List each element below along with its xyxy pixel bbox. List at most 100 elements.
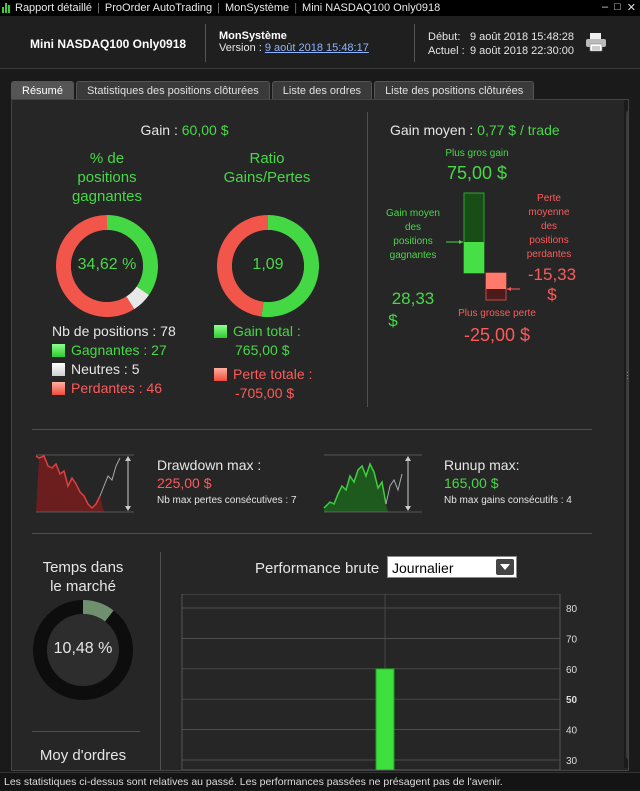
vertical-scrollbar[interactable] [624, 100, 628, 768]
avg-win-label-1: Gain moyen [386, 208, 440, 219]
avg-loss-label: Perte moyenne des positions perdantes [519, 192, 579, 262]
avg-win-value: 28,33 $ [378, 288, 448, 332]
start-label: Début: [428, 31, 461, 43]
runup-value: 165,00 $ [444, 475, 499, 491]
y-tick-label: 60 [566, 665, 578, 676]
win-pct-title-1: % de [89, 150, 125, 167]
summary-panel: Gain : 60,00 $ % de positions gagnantes … [11, 99, 629, 771]
avg-gain-label: Gain moyen : [390, 122, 474, 138]
avg-win-label-2: des [404, 222, 422, 233]
y-tick-label: 30 [566, 756, 578, 767]
avg-win-label-3: positions [393, 236, 433, 247]
title-rapport: Rapport détaillé [15, 2, 93, 14]
perf-period-select[interactable]: Journalier [387, 556, 517, 578]
avg-win-value-2: $ [388, 311, 398, 330]
runup-sub: Nb max gains consécutifs : 4 [444, 495, 572, 506]
biggest-loss-label: Plus grosse perte [458, 308, 536, 319]
moy-ordres-label: Moy d'ordres [39, 747, 127, 764]
loss-slice [56, 215, 135, 317]
gain-value: 60,00 $ [181, 122, 229, 138]
avg-win-label-4: gagnantes [389, 250, 437, 261]
tab-closed-stats[interactable]: Statistiques des positions clôturées [75, 81, 270, 100]
avg-loss-value-1: -15,33 [527, 265, 577, 284]
ratio-value: 1,09 [252, 256, 284, 273]
gagnantes-count: Gagnantes : 27 [71, 342, 167, 358]
y-tick-label: 40 [566, 726, 578, 737]
maximize-icon[interactable]: □ [614, 1, 621, 13]
performance-chart: 80 70 60 50 40 30 [181, 594, 578, 770]
runup-label: Runup max: [444, 457, 520, 473]
avg-gain-value: 0,77 $ / trade [477, 122, 560, 138]
avg-loss-label-1: Perte [537, 193, 561, 204]
time-title-2: le marché [50, 578, 116, 595]
tab-resume[interactable]: Résumé [11, 81, 74, 100]
gain-total-label: Gain total : [233, 323, 301, 339]
avg-gain-bars [446, 192, 520, 301]
y-tick-label: 50 [566, 695, 578, 706]
neutral-slice [126, 286, 149, 310]
y-tick-label: 80 [566, 604, 578, 615]
report-header: Mini NASDAQ100 Only0918 MonSystème Versi… [0, 16, 640, 69]
win-pct-title-2: positions [77, 169, 137, 186]
biggest-loss-value: -25,00 $ [463, 325, 531, 345]
close-icon[interactable]: ✕ [626, 2, 636, 14]
positions-legend: Nb de positions : 78 Gagnantes : 27 Neut… [52, 322, 176, 398]
tab-closed-positions[interactable]: Liste des positions clôturées [374, 81, 535, 100]
app-chart-icon [2, 2, 12, 14]
perf-period-value: Journalier [392, 560, 454, 576]
gain-total-value: 765,00 $ [235, 342, 290, 358]
title-system: MonSystème [224, 2, 290, 14]
avg-win-label: Gain moyen des positions gagnantes [378, 207, 448, 263]
runup-block: Runup max: 165,00 $ Nb max gains consécu… [444, 456, 572, 510]
win-pct-donut [56, 215, 158, 317]
ratio-donut [216, 215, 319, 317]
chevron-down-icon[interactable] [496, 559, 514, 575]
avg-loss-value: -15,33 $ [517, 265, 587, 305]
tab-bar: Résumé Statistiques des positions clôtur… [11, 81, 536, 100]
version-link[interactable]: 9 août 2018 15:48:17 [264, 42, 369, 54]
win-pct-title: % de positions gagnantes [52, 149, 162, 206]
gain-total-swatch [214, 325, 227, 338]
totals-legend: Gain total : 765,00 $ Perte totale : -70… [214, 322, 312, 403]
chart-bar [375, 668, 395, 770]
perdantes-count: Perdantes : 46 [71, 380, 163, 396]
time-in-market-value: 10,48 % [53, 640, 113, 657]
printer-icon[interactable] [585, 32, 607, 52]
minimize-icon[interactable]: ‒ [602, 1, 609, 13]
time-in-market-donut [33, 600, 133, 700]
scrollbar-thumb[interactable] [626, 110, 628, 760]
tab-orders[interactable]: Liste des ordres [271, 81, 373, 100]
ratio-title-2: Gains/Pertes [223, 169, 311, 186]
gain-line: Gain : 60,00 $ [12, 122, 362, 138]
version-block: MonSystème Version : 9 août 2018 15:48:1… [219, 30, 369, 54]
start-value: 9 août 2018 15:48:28 [470, 31, 574, 43]
drawdown-block: Drawdown max : 225,00 $ Nb max pertes co… [157, 456, 297, 510]
title-instrument: Mini NASDAQ100 Only0918 [302, 2, 441, 14]
avg-loss-label-4: positions [529, 235, 569, 246]
current-value: 9 août 2018 22:30:00 [470, 45, 574, 57]
drawdown-chart [35, 454, 134, 513]
system-name: Mini NASDAQ100 Only0918 [30, 37, 187, 51]
perf-label: Performance brute [255, 560, 380, 577]
avg-loss-label-2: moyenne [528, 207, 570, 218]
nb-positions: Nb de positions : 78 [52, 323, 176, 339]
current-label: Actuel : [428, 45, 465, 57]
ratio-title: Ratio Gains/Pertes [207, 149, 327, 187]
time-title-1: Temps dans [42, 559, 124, 576]
dates-block: Début: 9 août 2018 15:48:28 Actuel : 9 aoû… [428, 30, 574, 58]
y-tick-label: 70 [566, 634, 578, 645]
perte-totale-value: -705,00 $ [235, 385, 295, 401]
title-proorder: ProOrder AutoTrading [104, 2, 213, 14]
avg-loss-label-3: des [540, 221, 558, 232]
avg-gain-line: Gain moyen : 0,77 $ / trade [390, 122, 560, 138]
drawdown-label: Drawdown max : [157, 457, 262, 473]
win-slice [107, 215, 158, 295]
biggest-gain-label: Plus gros gain [445, 148, 509, 159]
win-pct-title-3: gagnantes [71, 188, 143, 205]
avg-loss-label-5: perdantes [526, 249, 572, 260]
runup-chart [323, 454, 422, 513]
loss-swatch [52, 382, 65, 395]
title-bar: Rapport détaillé | ProOrder AutoTrading … [0, 0, 640, 16]
version-label: Version : [219, 42, 265, 54]
win-swatch [52, 344, 65, 357]
